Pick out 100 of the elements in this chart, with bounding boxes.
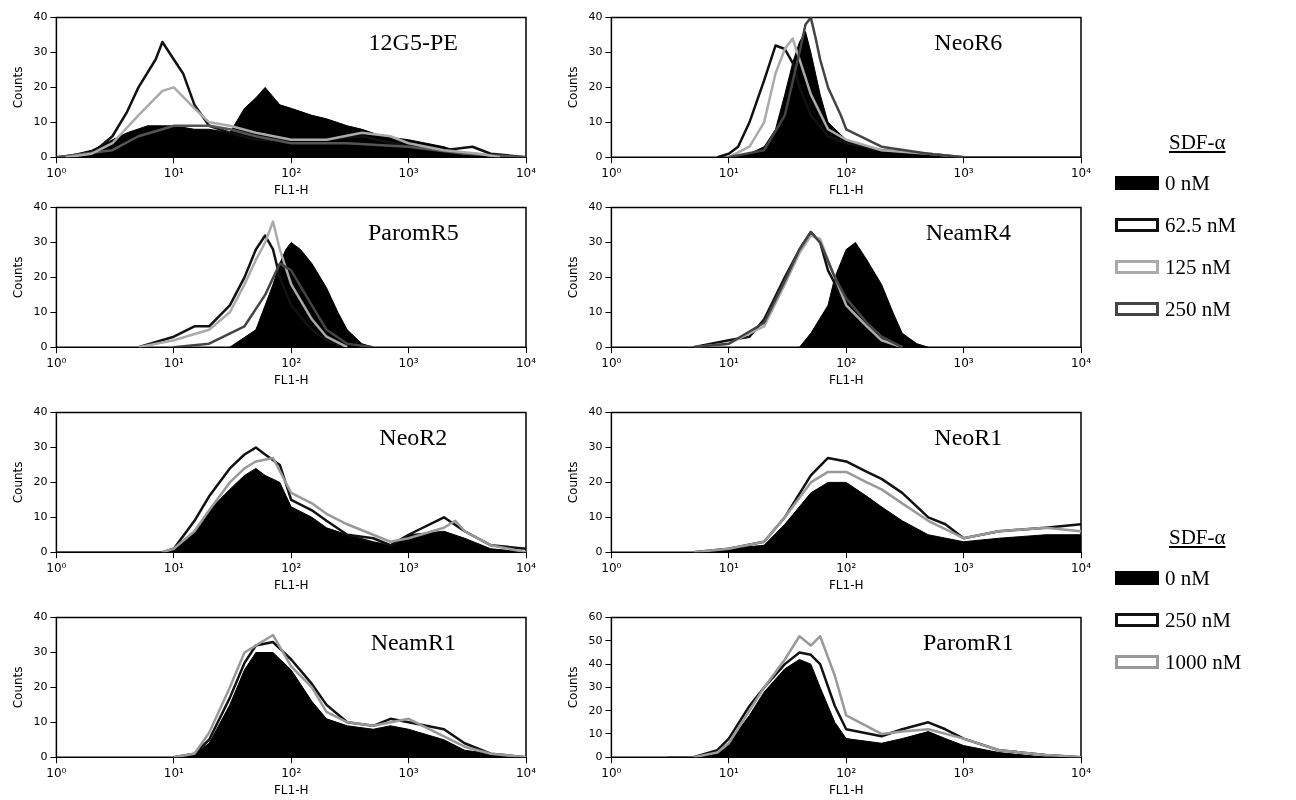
y-axis-title: Counts xyxy=(11,66,26,109)
text: ParomR5 xyxy=(367,218,459,245)
y-tick-label: 10 xyxy=(588,726,603,740)
x-tick-label: 10² xyxy=(281,765,302,780)
y-tick-label: 0 xyxy=(40,150,48,164)
x-tick-label: 10⁰ xyxy=(601,560,622,575)
x-axis-title: FL1-H xyxy=(828,372,864,387)
text: NeoR2 xyxy=(379,423,448,450)
x-axis-title: FL1-H xyxy=(273,577,309,592)
x-axis-title: FL1-H xyxy=(273,372,309,387)
x-tick-label: 10¹ xyxy=(718,355,740,370)
y-tick-label: 0 xyxy=(40,750,48,764)
y-tick-label: 0 xyxy=(595,750,603,764)
x-tick-label: 10³ xyxy=(398,165,419,180)
y-tick-label: 10 xyxy=(588,510,603,524)
x-tick-label: 10¹ xyxy=(163,560,185,575)
y-tick-label: 20 xyxy=(33,80,48,94)
x-tick-label: 10³ xyxy=(398,560,419,575)
y-tick-label: 30 xyxy=(588,235,603,249)
y-tick-label: 30 xyxy=(588,680,603,694)
y-tick-label: 40 xyxy=(33,200,48,214)
y-tick-label: 40 xyxy=(588,200,603,214)
x-tick-label: 10⁴ xyxy=(1070,560,1092,575)
y-axis-title: Counts xyxy=(566,666,581,709)
x-tick-label: 10² xyxy=(281,560,302,575)
y-tick-label: 40 xyxy=(33,610,48,624)
x-tick-label: 10⁴ xyxy=(515,355,537,370)
text: ParomR1 xyxy=(922,628,1014,655)
x-axis-title: FL1-H xyxy=(273,182,309,197)
x-tick-label: 10³ xyxy=(953,165,974,180)
legend-label: 62.5 nM xyxy=(1165,212,1237,239)
text: NeoR6 xyxy=(934,28,1003,55)
legend-label: 0 nM xyxy=(1165,565,1210,592)
y-tick-label: 0 xyxy=(40,545,48,559)
y-tick-label: 30 xyxy=(33,45,48,59)
y-tick-label: 40 xyxy=(588,656,603,670)
y-tick-label: 40 xyxy=(588,405,603,419)
x-tick-label: 10⁴ xyxy=(1070,165,1092,180)
legend-label: 0 nM xyxy=(1165,170,1210,197)
legend-label: 250 nM xyxy=(1165,296,1231,323)
legend-label: 1000 nM xyxy=(1165,649,1242,676)
x-tick-label: 10⁰ xyxy=(46,165,67,180)
y-tick-label: 20 xyxy=(33,475,48,489)
y-tick-label: 30 xyxy=(588,440,603,454)
x-tick-label: 10² xyxy=(836,765,857,780)
x-tick-label: 10¹ xyxy=(718,560,740,575)
x-tick-label: 10² xyxy=(836,355,857,370)
x-axis-title: FL1-H xyxy=(273,782,309,797)
text: NeoR1 xyxy=(934,423,1003,450)
y-tick-label: 30 xyxy=(33,440,48,454)
legend-label: 250 nM xyxy=(1165,607,1231,634)
y-tick-label: 40 xyxy=(33,10,48,24)
y-tick-label: 0 xyxy=(40,340,48,354)
y-tick-label: 20 xyxy=(33,680,48,694)
y-tick-label: 20 xyxy=(588,270,603,284)
x-tick-label: 10⁰ xyxy=(601,765,622,780)
y-tick-label: 10 xyxy=(33,510,48,524)
y-tick-label: 30 xyxy=(588,45,603,59)
y-tick-label: 20 xyxy=(588,475,603,489)
text: NeamR4 xyxy=(925,218,1011,245)
x-tick-label: 10⁴ xyxy=(1070,355,1092,370)
text: 12G5-PE xyxy=(368,28,458,55)
y-tick-label: 30 xyxy=(33,235,48,249)
legend-title: SDF-α xyxy=(1168,129,1227,156)
y-tick-label: 10 xyxy=(33,115,48,129)
y-tick-label: 0 xyxy=(595,150,603,164)
y-axis-title: Counts xyxy=(11,666,26,709)
x-tick-label: 10² xyxy=(836,165,857,180)
x-axis-title: FL1-H xyxy=(828,182,864,197)
y-tick-label: 30 xyxy=(33,645,48,659)
y-axis-title: Counts xyxy=(11,461,26,504)
x-tick-label: 10² xyxy=(281,355,302,370)
x-axis-title: FL1-H xyxy=(828,577,864,592)
x-tick-label: 10³ xyxy=(398,355,419,370)
y-axis-title: Counts xyxy=(566,66,581,109)
legend-label: 125 nM xyxy=(1165,254,1231,281)
x-tick-label: 10⁴ xyxy=(1070,765,1092,780)
text: NeamR1 xyxy=(370,628,456,655)
y-tick-label: 50 xyxy=(588,633,603,647)
x-tick-label: 10³ xyxy=(953,560,974,575)
y-tick-label: 40 xyxy=(33,405,48,419)
x-tick-label: 10³ xyxy=(953,355,974,370)
x-tick-label: 10⁴ xyxy=(515,765,537,780)
y-tick-label: 10 xyxy=(33,715,48,729)
y-axis-title: Counts xyxy=(566,256,581,299)
x-tick-label: 10⁴ xyxy=(515,165,537,180)
x-axis-title: FL1-H xyxy=(828,782,864,797)
x-tick-label: 10² xyxy=(281,165,302,180)
x-tick-label: 10⁰ xyxy=(46,355,67,370)
y-axis-title: Counts xyxy=(566,461,581,504)
y-tick-label: 10 xyxy=(588,305,603,319)
x-tick-label: 10¹ xyxy=(163,165,185,180)
y-axis-title: Counts xyxy=(11,256,26,299)
x-tick-label: 10⁰ xyxy=(601,355,622,370)
y-tick-label: 60 xyxy=(588,610,603,624)
x-tick-label: 10¹ xyxy=(718,765,740,780)
x-tick-label: 10¹ xyxy=(163,765,185,780)
y-tick-label: 20 xyxy=(33,270,48,284)
y-tick-label: 20 xyxy=(588,80,603,94)
y-tick-label: 0 xyxy=(595,340,603,354)
